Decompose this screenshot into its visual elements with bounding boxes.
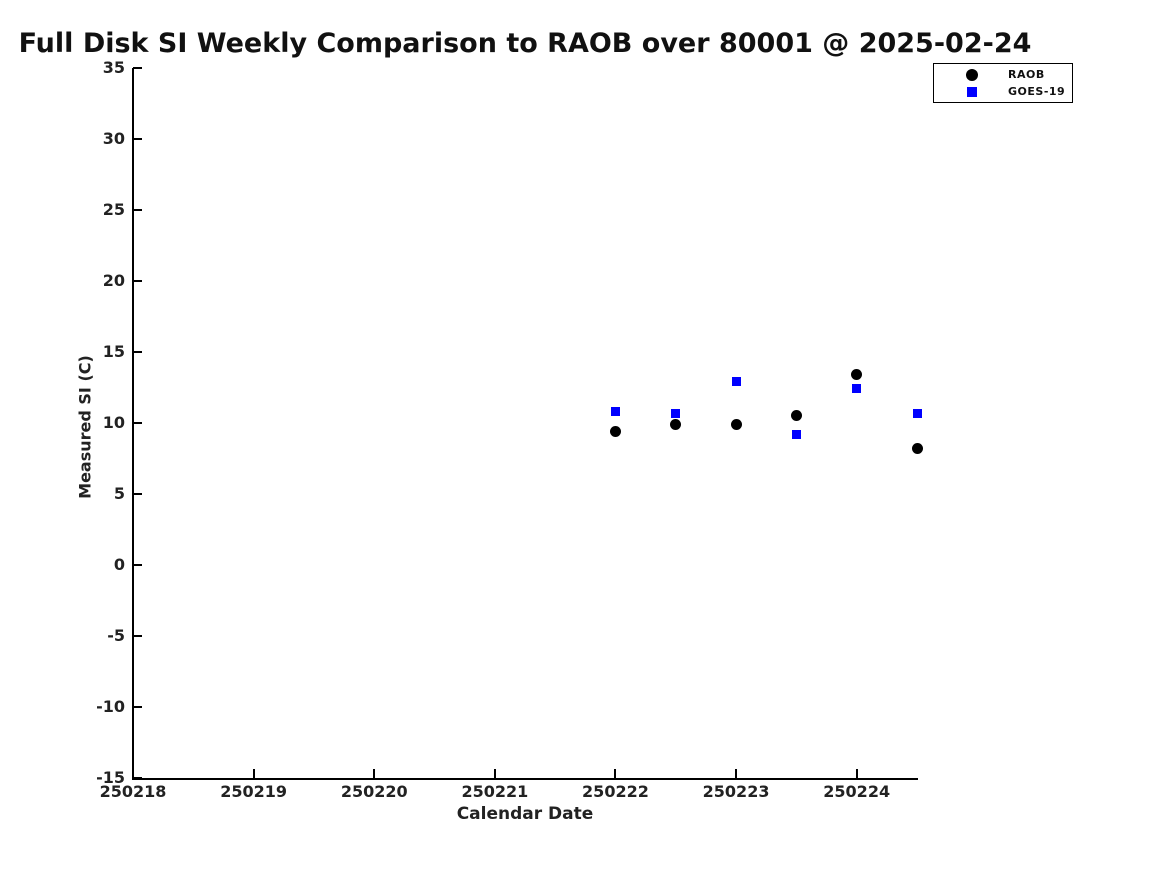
x-tick-label: 250222	[582, 782, 649, 801]
legend: RAOB GOES-19	[933, 63, 1073, 103]
y-tick-label: 15	[102, 342, 125, 361]
raob-marker	[730, 418, 742, 430]
x-tick	[855, 769, 858, 778]
y-tick	[133, 138, 142, 140]
x-tick	[132, 769, 134, 778]
legend-label: GOES-19	[1008, 85, 1066, 98]
x-tick	[252, 769, 255, 778]
legend-marker-cell	[960, 86, 984, 97]
legend-label: RAOB	[1008, 68, 1045, 81]
y-tick-label: -5	[107, 626, 125, 645]
raob-marker	[609, 426, 621, 438]
legend-goes-19-marker-icon	[967, 86, 977, 97]
y-tick	[133, 209, 142, 211]
raob-marker	[790, 410, 802, 422]
x-tick	[493, 769, 496, 778]
goes-19-marker	[731, 377, 741, 387]
x-tick-label: 250223	[702, 782, 770, 801]
x-tick-label: 250218	[99, 782, 167, 801]
x-axis-label: Calendar Date	[456, 804, 594, 824]
y-tick	[133, 351, 142, 353]
y-axis-line	[132, 68, 134, 780]
goes-19-marker	[671, 408, 681, 418]
raob-marker	[670, 418, 682, 430]
y-tick	[133, 635, 142, 637]
y-tick-label: 5	[113, 484, 125, 503]
y-tick-label: 10	[102, 413, 125, 432]
x-tick	[614, 769, 617, 778]
x-tick	[373, 769, 376, 778]
legend-raob-marker-icon	[966, 68, 978, 81]
y-tick-label: -10	[96, 697, 125, 716]
legend-item-raob: RAOB	[934, 66, 1072, 83]
chart-title: Full Disk SI Weekly Comparison to RAOB o…	[18, 28, 1032, 59]
legend-marker-cell	[960, 68, 984, 81]
y-tick-label: 30	[102, 129, 125, 148]
goes-19-marker	[791, 429, 801, 439]
y-tick	[133, 493, 142, 495]
y-tick	[133, 67, 142, 69]
y-tick-label: 0	[113, 555, 125, 574]
y-tick	[133, 280, 142, 282]
goes-19-marker	[610, 407, 620, 417]
x-axis-line	[132, 778, 918, 780]
y-tick-label: -15	[96, 768, 125, 787]
y-tick	[133, 706, 142, 708]
legend-item-goes-19: GOES-19	[934, 83, 1072, 100]
y-tick-label: 35	[102, 58, 125, 77]
goes-19-marker	[912, 408, 922, 418]
x-tick-label: 250220	[340, 782, 408, 801]
x-tick-label: 250221	[461, 782, 529, 801]
y-tick	[133, 422, 142, 424]
y-tick	[133, 564, 142, 566]
goes-19-marker	[852, 384, 862, 394]
x-tick-label: 250224	[823, 782, 891, 801]
y-tick-label: 20	[102, 271, 125, 290]
raob-marker	[911, 443, 923, 455]
y-tick-label: 25	[102, 200, 125, 219]
x-tick-label: 250219	[220, 782, 287, 801]
x-tick	[735, 769, 738, 778]
raob-marker	[851, 369, 863, 381]
y-tick	[133, 777, 142, 779]
